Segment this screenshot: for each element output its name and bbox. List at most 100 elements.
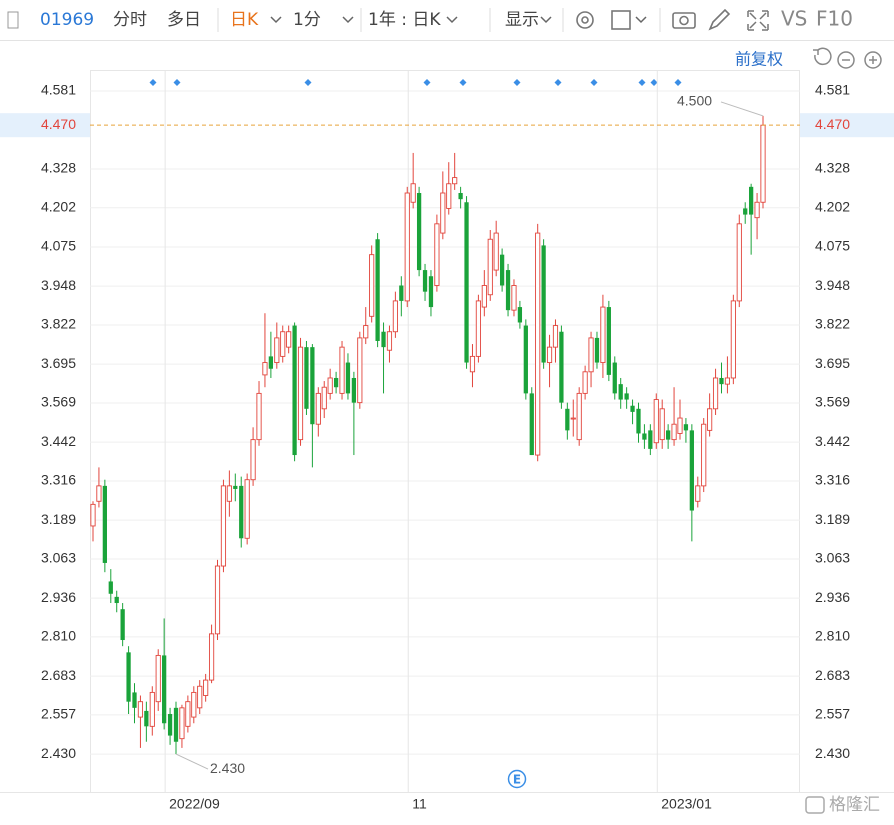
candle-body <box>339 346 345 394</box>
candle-body <box>736 223 742 302</box>
extreme-leader <box>720 101 764 117</box>
candle-body <box>760 124 766 203</box>
dropdown-arrow[interactable] <box>270 16 282 24</box>
compare[interactable]: VS <box>781 7 807 31</box>
candle-body <box>600 306 606 364</box>
range[interactable]: 1年 : 日K <box>368 10 441 30</box>
y-tick-label: 4.202 <box>41 199 76 215</box>
candle-body <box>493 232 499 271</box>
candle-body <box>386 331 393 351</box>
event-marker[interactable] <box>459 79 467 86</box>
dropdown-arrow[interactable] <box>540 16 552 24</box>
candle-body <box>208 633 215 681</box>
event-markers <box>149 79 682 86</box>
candle-body <box>719 377 724 385</box>
candle-body <box>677 417 683 434</box>
candle-body <box>517 307 523 323</box>
dropdown-arrow[interactable] <box>446 16 458 24</box>
candle-body <box>304 347 309 409</box>
candle-body <box>132 692 137 708</box>
event-marker[interactable] <box>513 79 521 86</box>
y-tick-label: 3.822 <box>41 316 76 332</box>
zoom-in[interactable] <box>864 51 882 69</box>
candle-body <box>239 485 244 539</box>
candle-body <box>588 337 594 373</box>
y-tick-label-right: 3.063 <box>815 550 850 566</box>
candle-body <box>653 399 659 444</box>
y-tick-label: 3.189 <box>41 511 76 527</box>
fullscreen-icon[interactable] <box>747 10 769 31</box>
candle-body <box>179 707 185 740</box>
y-tick-label-right: 4.581 <box>815 82 850 98</box>
candle-body <box>743 208 748 215</box>
tab[interactable]: 分时 <box>113 10 147 30</box>
reset-icon[interactable] <box>813 47 832 66</box>
candle-body <box>155 654 161 703</box>
tab-active[interactable]: 日K <box>230 10 259 30</box>
camera-icon[interactable] <box>672 12 696 29</box>
candle-body <box>594 337 600 363</box>
candle-body <box>297 346 304 441</box>
settings-icon[interactable] <box>576 11 594 29</box>
candle-body <box>529 393 534 456</box>
candle-body <box>363 325 369 339</box>
adjustment[interactable]: 前复权 <box>735 50 783 69</box>
display-menu[interactable]: 显示 <box>505 10 539 30</box>
tab[interactable]: 多日 <box>167 10 201 30</box>
candle-body <box>327 377 333 394</box>
extreme-label: 2.430 <box>210 760 245 776</box>
candle-body <box>191 691 197 718</box>
candle-body <box>576 392 582 441</box>
event-marker[interactable] <box>554 79 562 86</box>
event-badge-circle[interactable] <box>507 769 527 789</box>
settings-icon-core <box>581 16 589 24</box>
event-marker[interactable] <box>149 79 157 86</box>
event-marker[interactable] <box>590 79 598 86</box>
event-marker[interactable] <box>650 79 658 86</box>
event-badge[interactable]: E <box>513 773 521 787</box>
candle-body <box>636 408 641 434</box>
interval[interactable]: 1分 <box>293 10 321 30</box>
camera-lens <box>679 15 689 26</box>
extreme-leader <box>175 753 209 770</box>
event-marker[interactable] <box>173 79 181 86</box>
candle-body <box>499 254 505 286</box>
y-tick-label-right: 3.316 <box>815 472 850 488</box>
candle-body <box>440 192 446 234</box>
draw-icon[interactable] <box>708 8 731 31</box>
candle-body <box>475 300 481 357</box>
event-marker[interactable] <box>304 79 312 86</box>
candle-body <box>286 331 292 348</box>
y-tick-label: 2.557 <box>41 706 76 722</box>
candle-body <box>505 270 511 311</box>
last-price-label: 4.470 <box>41 116 76 132</box>
candle-body <box>244 479 250 539</box>
candle-body <box>422 270 428 292</box>
panel-toggle[interactable] <box>7 11 19 29</box>
dropdown-arrow[interactable] <box>342 16 354 24</box>
color-box[interactable] <box>611 10 631 30</box>
candle-body <box>565 408 570 431</box>
candle-body <box>695 485 701 502</box>
stock-code[interactable]: 01969 <box>40 10 94 30</box>
event-marker[interactable] <box>674 79 682 86</box>
zoom-out[interactable] <box>837 51 855 69</box>
candle-body <box>612 362 617 394</box>
event-marker[interactable] <box>638 79 646 86</box>
y-tick-label-right: 4.075 <box>815 238 850 254</box>
candle-body <box>321 386 327 410</box>
f10[interactable]: F10 <box>816 7 853 31</box>
y-tick-label-right: 4.328 <box>815 160 850 176</box>
candle-body <box>665 430 671 440</box>
dropdown-arrow[interactable] <box>635 16 647 24</box>
candle-body <box>375 239 380 341</box>
candle-body <box>250 439 256 481</box>
candle-body <box>220 485 227 567</box>
candle-body <box>167 714 173 736</box>
candle-body <box>511 285 517 311</box>
event-marker[interactable] <box>423 79 431 86</box>
candle-body <box>428 276 434 308</box>
last-price-bg <box>0 113 90 138</box>
